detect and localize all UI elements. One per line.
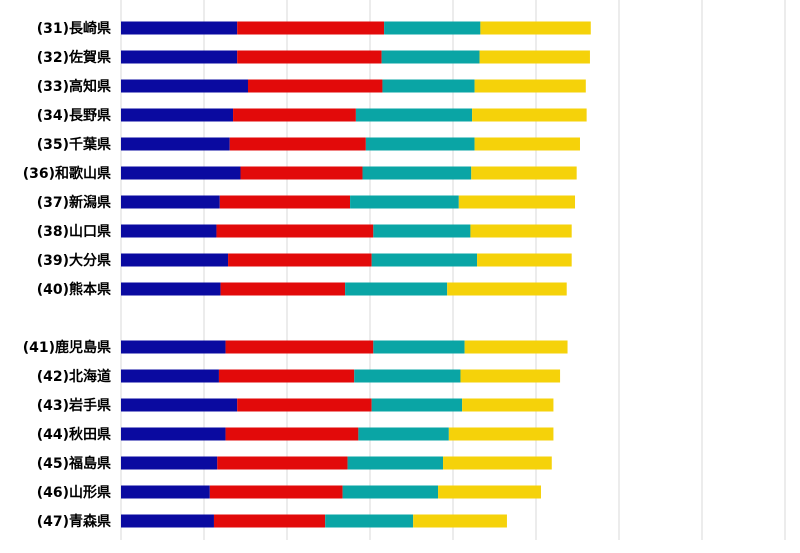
bar-segment-2	[216, 224, 374, 238]
category-label: (31)長崎県	[37, 20, 111, 37]
bar-segment-4	[474, 79, 586, 93]
category-label: (38)山口県	[37, 224, 111, 240]
bar-segment-2	[225, 427, 359, 441]
bar-segment-3	[342, 485, 439, 499]
bar-segment-3	[350, 195, 459, 209]
bar-segment-1	[121, 166, 241, 180]
bar-segment-4	[479, 50, 590, 64]
category-label: (39)大分県	[37, 252, 111, 269]
bar-segment-3	[381, 50, 480, 64]
bar-segment-2	[228, 253, 372, 267]
bar-segment-3	[362, 166, 472, 180]
bar-segment-3	[358, 427, 449, 441]
bar-segment-4	[472, 108, 587, 122]
bar-segment-4	[438, 485, 541, 499]
bar-segment-4	[458, 195, 576, 209]
bar-segment-4	[471, 166, 577, 180]
bar-segment-2	[213, 514, 326, 528]
bar-segment-4	[413, 514, 507, 528]
category-label: (36)和歌山県	[23, 165, 111, 182]
bar-segment-4	[460, 369, 561, 383]
bar-segment-1	[121, 485, 210, 499]
category-label: (35)千葉県	[37, 136, 111, 153]
bar-segment-2	[237, 398, 372, 412]
bar-segment-2	[209, 485, 343, 499]
category-label: (40)熊本県	[37, 281, 111, 298]
category-label: (33)高知県	[37, 78, 111, 95]
category-label: (37)新潟県	[37, 194, 111, 211]
bar-segment-3	[354, 369, 461, 383]
bar-segment-2	[240, 166, 363, 180]
category-label: (47)青森県	[37, 513, 111, 530]
category-label: (45)福島県	[37, 455, 111, 472]
bar-segment-1	[121, 398, 238, 412]
bar-segment-3	[373, 340, 465, 354]
bar-segment-1	[121, 108, 234, 122]
bar-segment-4	[477, 253, 572, 267]
bar-segment-3	[347, 456, 444, 470]
bar-segment-4	[447, 282, 567, 296]
bar-segment-4	[462, 398, 554, 412]
bars	[121, 21, 591, 528]
bar-segment-2	[219, 195, 351, 209]
bar-segment-1	[121, 282, 221, 296]
bar-segment-1	[121, 195, 220, 209]
category-label: (32)佐賀県	[37, 49, 111, 66]
category-label: (41)鹿児島県	[23, 339, 111, 356]
bar-segment-1	[121, 137, 230, 151]
bar-segment-3	[371, 398, 463, 412]
bar-segment-2	[217, 456, 348, 470]
bar-segment-1	[121, 427, 226, 441]
bar-segment-2	[225, 340, 374, 354]
bar-segment-2	[233, 108, 356, 122]
bar-segment-1	[121, 369, 219, 383]
bar-segment-3	[365, 137, 475, 151]
bar-segment-2	[229, 137, 366, 151]
bar-segment-4	[470, 224, 572, 238]
bar-segment-1	[121, 456, 218, 470]
category-label: (43)岩手県	[37, 397, 111, 414]
bar-segment-4	[443, 456, 552, 470]
bar-segment-2	[220, 282, 346, 296]
category-label: (46)山形県	[37, 484, 111, 501]
bar-segment-3	[384, 21, 481, 35]
bar-segment-4	[448, 427, 554, 441]
bar-segment-1	[121, 50, 238, 64]
bar-segment-4	[474, 137, 580, 151]
bar-segment-2	[247, 79, 383, 93]
bar-segment-1	[121, 224, 217, 238]
bar-segment-3	[345, 282, 448, 296]
bar-segment-1	[121, 340, 226, 354]
bar-segment-1	[121, 21, 238, 35]
bar-segment-4	[480, 21, 591, 35]
bar-segment-3	[373, 224, 471, 238]
bar-segment-3	[371, 253, 478, 267]
bar-segment-1	[121, 79, 248, 93]
bar-segment-3	[325, 514, 414, 528]
category-labels: (31)長崎県 (32)佐賀県 (33)高知県 (34)長野県 (35)千葉県 (36)和…	[23, 20, 111, 530]
bar-segment-3	[355, 108, 473, 122]
bar-segment-2	[237, 21, 385, 35]
category-label: (42)北海道	[37, 368, 111, 385]
category-label: (44)秋田県	[37, 426, 111, 443]
bar-segment-1	[121, 514, 214, 528]
category-label: (34)長野県	[37, 108, 111, 124]
bar-segment-2	[237, 50, 382, 64]
bar-segment-2	[218, 369, 355, 383]
bar-segment-1	[121, 253, 229, 267]
bar-segment-4	[464, 340, 568, 354]
bar-segment-3	[382, 79, 475, 93]
